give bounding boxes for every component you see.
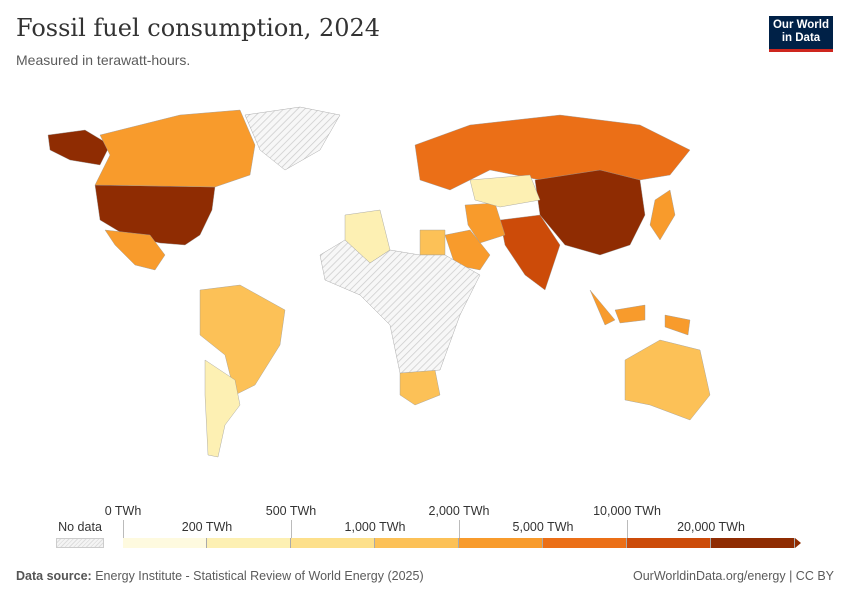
world-map (47, 106, 711, 458)
country-egypt[interactable] (419, 229, 446, 256)
country-argentina[interactable] (204, 359, 241, 458)
legend-tick-label: 200 TWh (181, 520, 233, 534)
subtitle: Measured in terawatt-hours. (16, 52, 191, 68)
legend-bin[interactable] (207, 538, 291, 548)
legend-tick-label: 2,000 TWh (428, 504, 490, 518)
country-mexico[interactable] (104, 229, 166, 271)
legend-bin[interactable] (123, 538, 207, 548)
legend-tick-label: 10,000 TWh (593, 504, 661, 518)
page-title: Fossil fuel consumption, 2024 (16, 14, 381, 42)
country-brazil[interactable] (199, 284, 286, 396)
legend-tick (123, 520, 124, 538)
legend-arrow (795, 538, 801, 548)
legend-bin[interactable] (291, 538, 375, 548)
country-china[interactable] (534, 169, 646, 256)
owid-logo[interactable]: Our World in Data (769, 16, 833, 52)
legend-tick (627, 520, 628, 538)
legend-tick (459, 520, 460, 538)
legend-bin[interactable] (375, 538, 459, 548)
country-united-states[interactable] (47, 129, 216, 246)
legend-tick-label: 0 TWh (104, 504, 142, 518)
country-kazakhstan[interactable] (469, 174, 541, 208)
footer-url[interactable]: OurWorldinData.org/energy | CC BY (632, 569, 834, 583)
legend-tick-label: 20,000 TWh (677, 520, 745, 534)
legend-bin[interactable] (543, 538, 627, 548)
country-south-africa[interactable] (399, 369, 441, 406)
footer-source: Data source: Energy Institute - Statisti… (16, 569, 424, 583)
legend-no-data-label: No data (58, 520, 102, 534)
country-central-africa[interactable] (319, 239, 481, 374)
legend-tick-label: 1,000 TWh (344, 520, 406, 534)
legend-tick-label: 500 TWh (265, 504, 317, 518)
country-india[interactable] (499, 214, 561, 291)
source-text: Energy Institute - Statistical Review of… (95, 569, 424, 583)
legend-tick-label: 5,000 TWh (512, 520, 574, 534)
source-label: Data source: (16, 569, 92, 583)
legend-tick (291, 520, 292, 538)
legend-bin[interactable] (711, 538, 795, 548)
country-canada[interactable] (94, 109, 256, 188)
country-australia[interactable] (624, 339, 711, 421)
country-greenland[interactable] (244, 106, 341, 171)
country-indonesia[interactable] (589, 289, 691, 336)
legend-bin[interactable] (627, 538, 711, 548)
country-japan[interactable] (649, 189, 676, 241)
legend-no-data-swatch (56, 538, 104, 548)
legend-bin[interactable] (459, 538, 543, 548)
